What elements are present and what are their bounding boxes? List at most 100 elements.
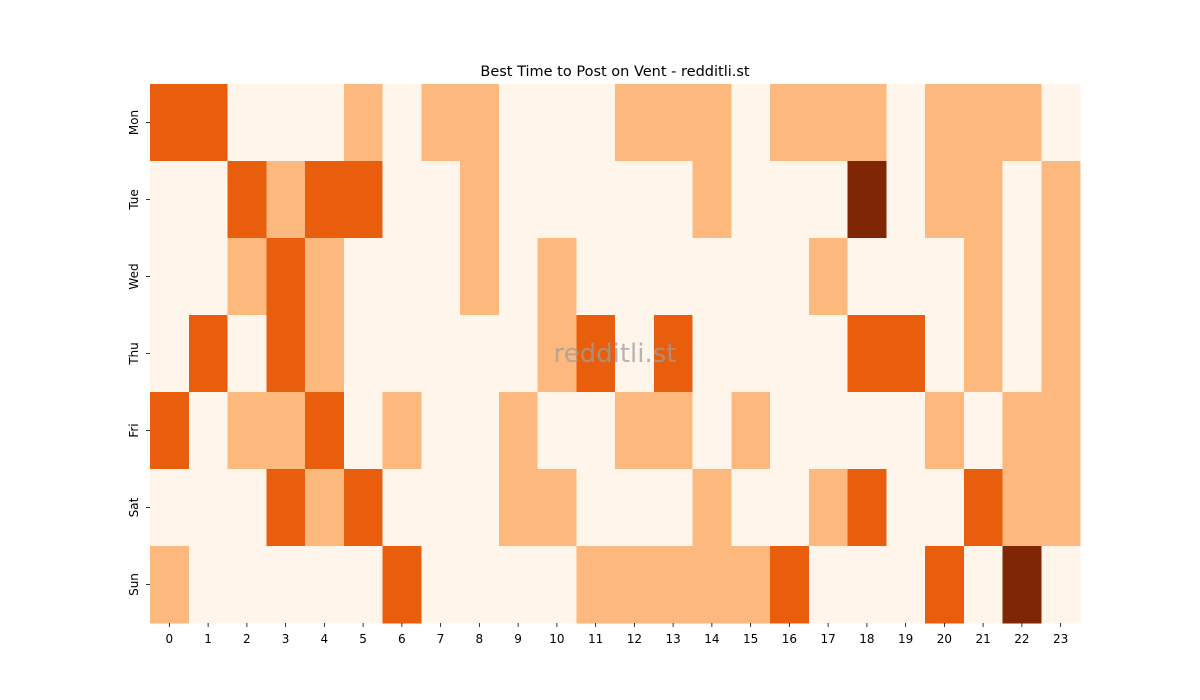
heatmap-cell <box>886 238 926 316</box>
heatmap-cell <box>963 238 1003 316</box>
heatmap-cell <box>692 238 732 316</box>
x-tick-label: 8 <box>476 632 484 646</box>
heatmap-cell <box>886 315 926 393</box>
x-tick-label: 14 <box>704 632 719 646</box>
heatmap-cell <box>305 546 345 624</box>
heatmap-cell <box>770 546 810 624</box>
heatmap-cell <box>576 84 616 162</box>
x-tick-label: 12 <box>627 632 642 646</box>
heatmap-cell <box>343 546 383 624</box>
heatmap-cell <box>227 546 267 624</box>
heatmap-cell <box>731 469 771 547</box>
y-tick-label: Sun <box>127 573 141 596</box>
x-axis: 0 1 2 3 4 5 6 7 8 9 10 11 12 13 14 15 16 17 18 19 20 21 22 23 <box>166 623 1068 646</box>
heatmap-cell <box>847 315 887 393</box>
heatmap-cell <box>227 238 267 316</box>
heatmap-cell <box>615 315 655 393</box>
heatmap-cell <box>460 315 500 393</box>
heatmap-cell <box>421 392 461 470</box>
x-tick-label: 10 <box>549 632 564 646</box>
heatmap-cell <box>421 238 461 316</box>
heatmap-cell <box>963 469 1003 547</box>
heatmap-cell <box>925 546 965 624</box>
heatmap-cell <box>847 238 887 316</box>
heatmap-cell <box>150 161 190 239</box>
heatmap-cell <box>576 315 616 393</box>
heatmap-cell <box>343 238 383 316</box>
heatmap-cell <box>150 315 190 393</box>
heatmap-cell <box>460 238 500 316</box>
heatmap-cell <box>498 546 538 624</box>
heatmap-cell <box>498 84 538 162</box>
heatmap-cell <box>305 84 345 162</box>
heatmap-cell <box>382 238 422 316</box>
heatmap-cell <box>305 392 345 470</box>
heatmap-cell <box>615 238 655 316</box>
x-tick-label: 15 <box>743 632 758 646</box>
x-tick-label: 7 <box>437 632 445 646</box>
heatmap-cell <box>1002 315 1042 393</box>
heatmap-cell <box>808 546 848 624</box>
heatmap-cell <box>421 469 461 547</box>
heatmap-cell <box>382 546 422 624</box>
heatmap-cell <box>615 161 655 239</box>
heatmap-cell <box>227 84 267 162</box>
heatmap-cell <box>653 84 693 162</box>
heatmap-cell <box>886 546 926 624</box>
heatmap-cell <box>305 469 345 547</box>
heatmap-cell <box>343 84 383 162</box>
heatmap-cell <box>227 315 267 393</box>
heatmap-cell <box>808 84 848 162</box>
x-tick-label: 17 <box>820 632 835 646</box>
heatmap-cell <box>963 546 1003 624</box>
heatmap-cell <box>498 315 538 393</box>
y-tick-label: Mon <box>127 110 141 135</box>
heatmap-cell <box>692 84 732 162</box>
heatmap-cell <box>266 546 306 624</box>
heatmap-cell <box>227 469 267 547</box>
heatmap-cell <box>770 238 810 316</box>
heatmap-cell <box>847 546 887 624</box>
x-tick-label: 3 <box>282 632 290 646</box>
heatmap-cell <box>847 392 887 470</box>
heatmap-cell <box>266 161 306 239</box>
heatmap-cell <box>692 392 732 470</box>
heatmap-cell <box>537 161 577 239</box>
heatmap-cell <box>731 392 771 470</box>
heatmap-cell <box>1041 238 1081 316</box>
heatmap-cell <box>963 161 1003 239</box>
heatmap-cell <box>731 238 771 316</box>
heatmap-cell <box>770 84 810 162</box>
heatmap-cell <box>615 392 655 470</box>
heatmap-cell <box>692 315 732 393</box>
heatmap-cell <box>382 315 422 393</box>
x-tick-label: 20 <box>937 632 952 646</box>
watermark: redditli.st <box>554 339 677 369</box>
heatmap-cell <box>305 315 345 393</box>
x-tick-label: 16 <box>782 632 797 646</box>
y-tick-label: Fri <box>127 423 141 437</box>
heatmap-cell <box>692 161 732 239</box>
heatmap-cell <box>925 84 965 162</box>
x-tick-label: 19 <box>898 632 913 646</box>
heatmap-cell <box>266 84 306 162</box>
heatmap-cell <box>305 238 345 316</box>
heatmap-cell <box>925 315 965 393</box>
heatmap-cell <box>1041 392 1081 470</box>
heatmap-cell <box>576 392 616 470</box>
heatmap-cell <box>731 546 771 624</box>
chart-title: Best Time to Post on Vent - redditli.st <box>480 64 750 80</box>
heatmap-cell <box>227 161 267 239</box>
heatmap-cell <box>498 392 538 470</box>
heatmap-cell <box>1002 84 1042 162</box>
heatmap-cell <box>266 315 306 393</box>
heatmap-cell <box>537 392 577 470</box>
heatmap-cell <box>770 392 810 470</box>
heatmap-cell <box>498 238 538 316</box>
x-tick-label: 18 <box>859 632 874 646</box>
heatmap-cell <box>886 161 926 239</box>
heatmap-cell <box>421 546 461 624</box>
heatmap-cell <box>770 315 810 393</box>
heatmap-cell <box>731 84 771 162</box>
x-tick-label: 23 <box>1053 632 1068 646</box>
